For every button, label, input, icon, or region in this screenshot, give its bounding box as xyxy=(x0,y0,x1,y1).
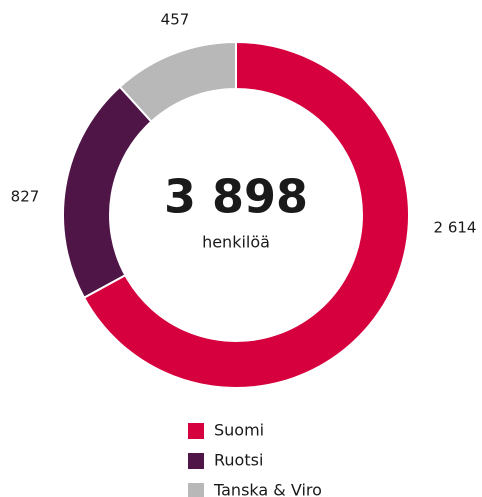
value-label: 457 xyxy=(161,11,190,29)
value-label: 2 614 xyxy=(434,219,477,237)
legend-label: Ruotsi xyxy=(214,451,263,470)
value-label: 827 xyxy=(11,188,40,206)
legend-label: Suomi xyxy=(214,421,264,440)
legend-swatch xyxy=(188,423,204,439)
legend-swatch xyxy=(188,483,204,497)
donut-segment xyxy=(62,85,153,300)
legend-label: Tanska & Viro xyxy=(213,481,322,497)
center-sublabel: henkilöä xyxy=(202,233,270,252)
center-total: 3 898 xyxy=(164,170,308,224)
donut-segment xyxy=(82,40,410,389)
legend-swatch xyxy=(188,453,204,469)
